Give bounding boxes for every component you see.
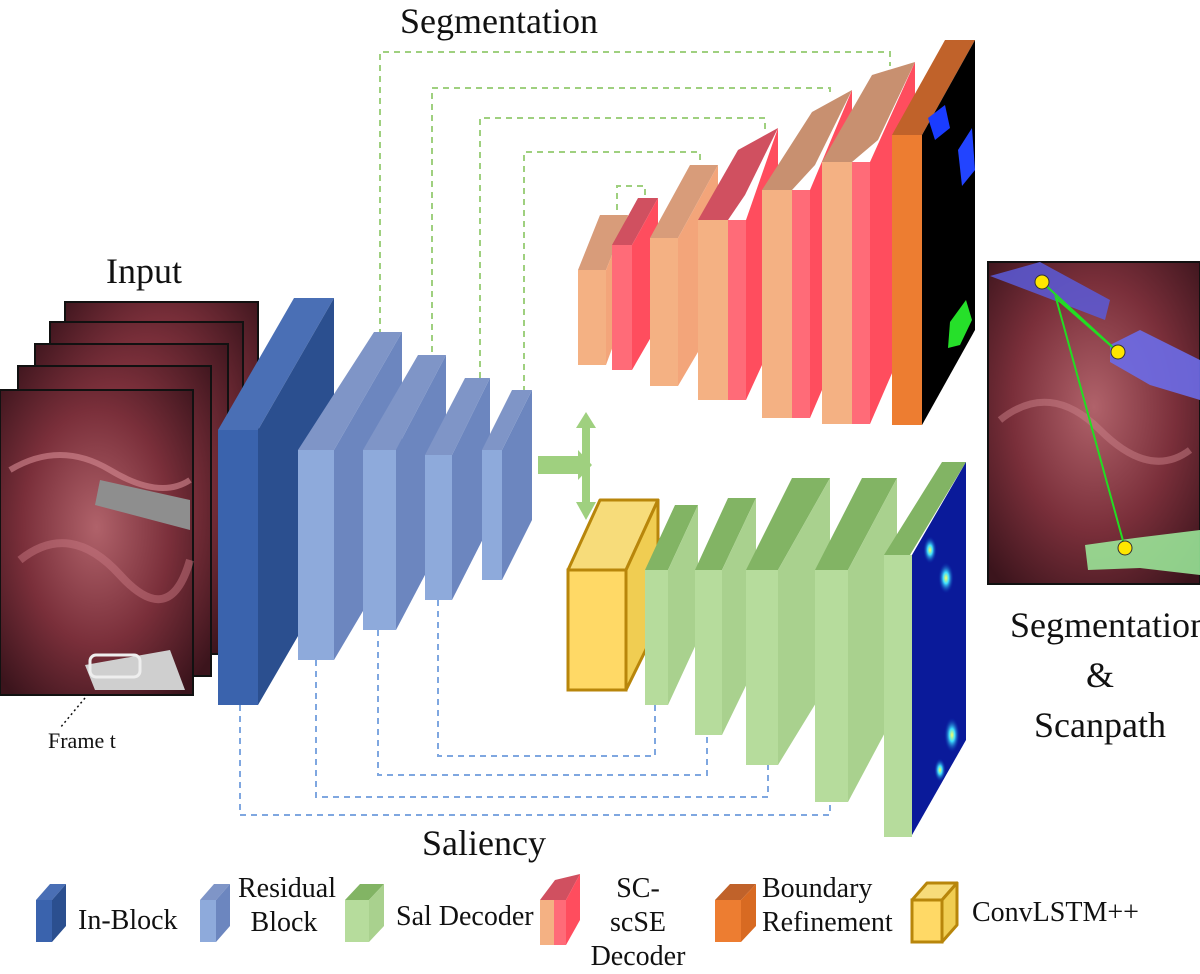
residual-block-3 [425, 378, 490, 600]
legend-convlstm-label: ConvLSTM++ [972, 897, 1139, 928]
legend-scse-line1: SC-scSE [610, 873, 666, 938]
scse-block-5 [762, 90, 852, 418]
legend-scse-decoder-icon [540, 874, 580, 945]
frame-t-image [0, 389, 194, 696]
legend-residual-block-icon [200, 884, 230, 942]
legend-residual-line1: Residual [238, 873, 336, 904]
saliency-skip-connections [239, 600, 831, 816]
legend-sal-decoder-label: Sal Decoder [396, 901, 534, 932]
sal-block-5 [884, 462, 966, 837]
legend-sal-decoder-icon [345, 884, 384, 942]
legend-boundary-line1: Boundary [762, 873, 873, 904]
scse-decoder [578, 62, 915, 424]
saliency-title: Saliency [422, 823, 546, 863]
output-label: Segmentation & Scanpath [1010, 600, 1200, 750]
segmentation-title: Segmentation [400, 1, 598, 41]
input-frames [0, 301, 259, 729]
legend-residual-block-label: Residual Block [238, 872, 336, 940]
input-title: Input [106, 251, 182, 291]
legend-in-block-label: In-Block [78, 905, 178, 936]
sal-block-1 [645, 505, 698, 705]
legend-boundary-refinement-label: Boundary Refinement [762, 872, 893, 940]
residual-block-4 [482, 390, 532, 580]
sal-decoder [645, 462, 966, 837]
legend-residual-line2: Block [250, 907, 318, 938]
legend-boundary-refinement-icon [715, 884, 756, 942]
residual-block-2 [363, 355, 446, 630]
saliency-heatmap [912, 462, 966, 835]
segmentation-skip-connections [379, 51, 891, 392]
legend-scse-decoder-label: SC-scSE Decoder [590, 872, 686, 974]
residual-blocks-encoder [298, 332, 532, 660]
legend-scse-line2: Decoder [590, 941, 686, 972]
legend [36, 874, 959, 945]
legend-boundary-line2: Refinement [762, 907, 893, 938]
convlstm-block [566, 498, 660, 692]
output-label-line3: Scanpath [1034, 705, 1166, 745]
branch-arrows [538, 412, 596, 520]
legend-convlstm-icon [910, 881, 959, 944]
output-label-line1: Segmentation [1010, 605, 1200, 645]
boundary-refinement-block [892, 40, 975, 425]
output-segmentation-scanpath [987, 261, 1200, 585]
frame-t-label: Frame t [48, 728, 116, 753]
legend-in-block-icon [36, 884, 66, 942]
output-label-line2: & [1085, 655, 1114, 695]
segmentation-mask-map [922, 40, 975, 425]
